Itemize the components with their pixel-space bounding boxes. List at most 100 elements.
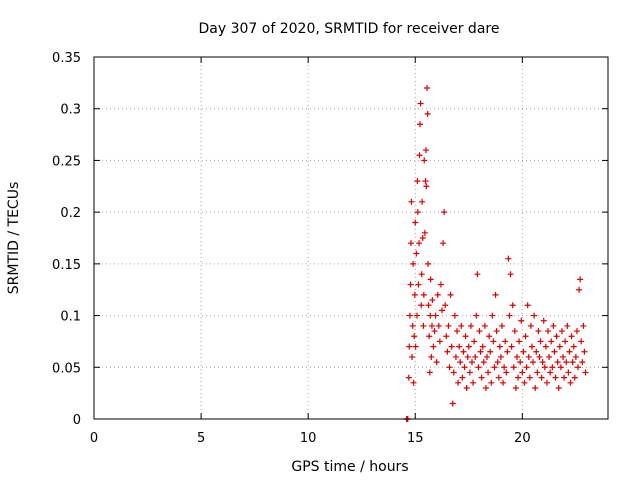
- data-point: [477, 348, 484, 355]
- data-point: [486, 333, 493, 340]
- data-point: [554, 359, 561, 366]
- data-point: [457, 359, 464, 366]
- data-point: [483, 353, 490, 360]
- data-point: [495, 374, 502, 381]
- data-point: [562, 338, 569, 345]
- data-point: [568, 333, 575, 340]
- data-point: [441, 209, 448, 216]
- y-tick-label: 0.25: [52, 154, 81, 169]
- data-point: [412, 343, 419, 350]
- data-point: [410, 260, 417, 267]
- data-point: [570, 343, 577, 350]
- data-point: [526, 374, 533, 381]
- data-point: [444, 348, 451, 355]
- data-point: [547, 369, 554, 376]
- data-points: [403, 85, 589, 422]
- data-point: [478, 374, 485, 381]
- data-point: [428, 322, 435, 329]
- data-point: [532, 384, 539, 391]
- data-point: [578, 338, 585, 345]
- data-point: [491, 364, 498, 371]
- data-point: [523, 364, 530, 371]
- data-point: [421, 157, 428, 164]
- data-point: [428, 353, 435, 360]
- data-point: [442, 302, 449, 309]
- data-point: [581, 348, 588, 355]
- y-tick-label: 0.35: [52, 51, 81, 66]
- data-point: [539, 359, 546, 366]
- data-point: [427, 312, 434, 319]
- data-point: [508, 343, 515, 350]
- data-point: [551, 348, 558, 355]
- data-point: [489, 312, 496, 319]
- data-point: [521, 379, 528, 386]
- data-point: [509, 302, 516, 309]
- data-point: [545, 328, 552, 335]
- x-tick-label: 15: [407, 431, 424, 446]
- data-point: [411, 333, 418, 340]
- data-point: [415, 281, 422, 288]
- y-tick-label: 0.2: [60, 206, 81, 221]
- data-point: [421, 229, 428, 236]
- x-tick-label: 20: [514, 431, 531, 446]
- data-point: [504, 348, 511, 355]
- data-point: [480, 359, 487, 366]
- data-point: [425, 260, 432, 267]
- data-point: [434, 291, 441, 298]
- data-point: [414, 178, 421, 185]
- data-point: [411, 291, 418, 298]
- data-point: [550, 322, 557, 329]
- data-point: [430, 343, 437, 350]
- data-point: [528, 343, 535, 350]
- data-point: [470, 379, 477, 386]
- data-point: [464, 353, 471, 360]
- data-point: [432, 312, 439, 319]
- data-point: [552, 374, 559, 381]
- data-point: [543, 379, 550, 386]
- x-tick-label: 0: [90, 431, 98, 446]
- data-point: [516, 338, 523, 345]
- data-point: [446, 364, 453, 371]
- data-point: [407, 281, 414, 288]
- data-point: [408, 198, 415, 205]
- data-point: [490, 338, 497, 345]
- data-point: [426, 333, 433, 340]
- y-axis-label: SRMTID / TECUs: [6, 182, 22, 295]
- data-point: [497, 353, 504, 360]
- data-point: [546, 353, 553, 360]
- data-point: [414, 209, 421, 216]
- data-point: [406, 343, 413, 350]
- data-point: [416, 152, 423, 159]
- data-point: [488, 379, 495, 386]
- data-point: [515, 374, 522, 381]
- data-point: [566, 348, 573, 355]
- data-point: [463, 384, 470, 391]
- data-point: [475, 364, 482, 371]
- data-point: [482, 384, 489, 391]
- data-point: [422, 147, 429, 154]
- data-point: [533, 348, 540, 355]
- data-point: [536, 353, 543, 360]
- data-point: [439, 307, 446, 314]
- data-point: [540, 317, 547, 324]
- data-point: [553, 333, 560, 340]
- data-point: [527, 322, 534, 329]
- data-point: [520, 348, 527, 355]
- data-point: [511, 328, 518, 335]
- data-point: [535, 328, 542, 335]
- data-point: [405, 374, 412, 381]
- data-point: [416, 240, 423, 247]
- data-point: [474, 271, 481, 278]
- data-point: [487, 348, 494, 355]
- data-point: [542, 343, 549, 350]
- data-point: [576, 286, 583, 293]
- data-point: [519, 369, 526, 376]
- data-point: [565, 369, 572, 376]
- data-point: [436, 338, 443, 345]
- data-point: [452, 353, 459, 360]
- y-tick-label: 0.3: [60, 103, 81, 118]
- data-point: [416, 121, 423, 128]
- data-point: [466, 369, 473, 376]
